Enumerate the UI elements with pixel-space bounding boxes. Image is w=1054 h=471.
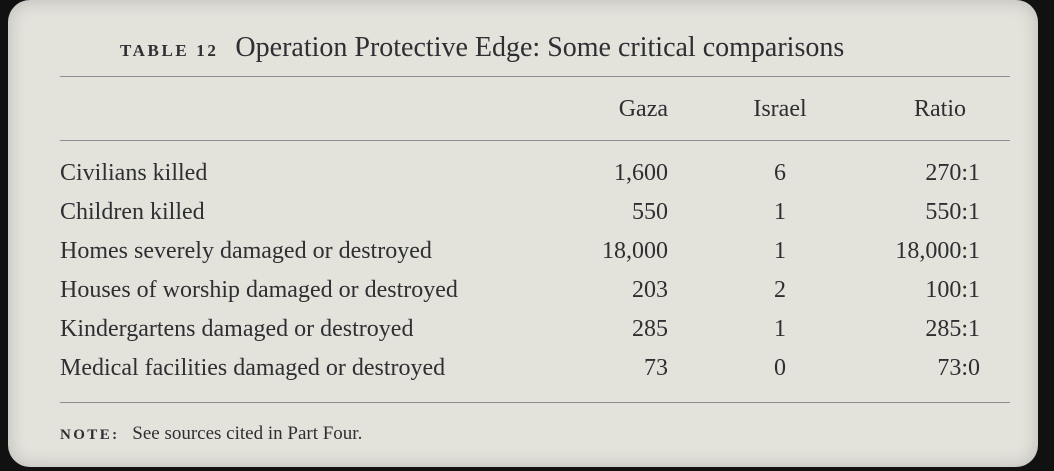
israel-value: 1	[774, 199, 786, 225]
ratio-value: 73:0	[937, 355, 980, 381]
top-rule	[60, 76, 1010, 77]
israel-value: 0	[774, 355, 786, 381]
table-title: TABLE 12 Operation Protective Edge: Some…	[120, 32, 844, 64]
header-rule	[60, 140, 1010, 141]
ratio-value: 550:1	[925, 199, 980, 225]
gaza-value: 1,600	[614, 160, 668, 186]
israel-value: 2	[774, 277, 786, 303]
gaza-value: 203	[632, 277, 668, 303]
note-text: See sources cited in Part Four.	[132, 423, 363, 444]
row-label: Medical facilities damaged or destroyed	[60, 355, 446, 381]
table-row: Kindergartens damaged or destroyed 285 1…	[8, 316, 1038, 356]
gaza-value: 550	[632, 199, 668, 225]
gaza-value: 73	[644, 355, 668, 381]
note-label: NOTE:	[60, 427, 120, 443]
ratio-value: 100:1	[925, 277, 980, 303]
row-label: Civilians killed	[60, 160, 208, 186]
row-label: Kindergartens damaged or destroyed	[60, 316, 414, 342]
ratio-value: 270:1	[925, 160, 980, 186]
row-label: Children killed	[60, 199, 205, 225]
table-number-label: TABLE 12	[120, 41, 219, 60]
column-header-gaza: Gaza	[618, 96, 668, 122]
gaza-value: 285	[632, 316, 668, 342]
column-header-israel: Israel	[753, 96, 807, 122]
ratio-value: 18,000:1	[895, 238, 980, 264]
ratio-value: 285:1	[925, 316, 980, 342]
israel-value: 1	[774, 238, 786, 264]
table-card: TABLE 12 Operation Protective Edge: Some…	[8, 0, 1038, 467]
bottom-rule	[60, 402, 1010, 403]
table-row: Homes severely damaged or destroyed 18,0…	[8, 238, 1038, 278]
column-header-ratio: Ratio	[914, 96, 966, 122]
table-row: Civilians killed 1,600 6 270:1	[8, 160, 1038, 200]
israel-value: 6	[774, 160, 786, 186]
gaza-value: 18,000	[602, 238, 668, 264]
table-row: Children killed 550 1 550:1	[8, 199, 1038, 239]
row-label: Homes severely damaged or destroyed	[60, 238, 432, 264]
row-label: Houses of worship damaged or destroyed	[60, 277, 458, 303]
israel-value: 1	[774, 316, 786, 342]
table-title-text: Operation Protective Edge: Some critical…	[235, 32, 845, 63]
table-note: NOTE: See sources cited in Part Four.	[60, 423, 362, 445]
table-row: Houses of worship damaged or destroyed 2…	[8, 277, 1038, 317]
table-row: Medical facilities damaged or destroyed …	[8, 355, 1038, 395]
